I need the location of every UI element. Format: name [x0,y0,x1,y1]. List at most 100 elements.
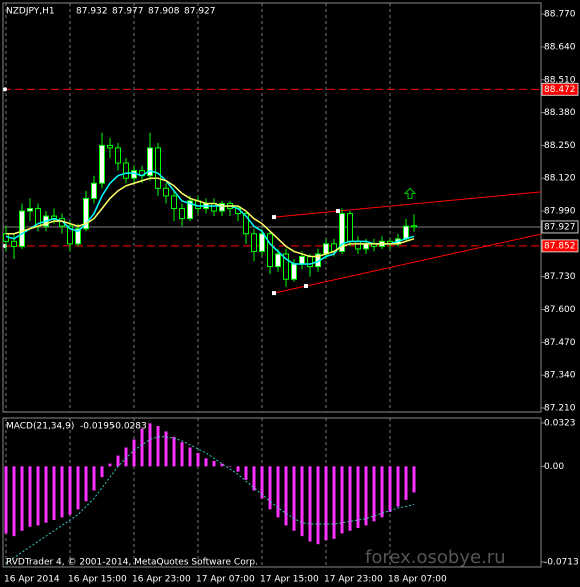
trendline-anchor [272,215,276,220]
candle-body [67,225,73,245]
macd-bar [388,466,392,512]
candle-body [19,210,25,247]
trendline [273,191,542,218]
macd-bar [372,466,376,522]
macd-bar [116,455,120,467]
main-frame [2,2,542,413]
y-tick-label: 87.990 [544,207,576,217]
macd-bar [44,466,48,523]
x-tick-label: 16 Apr 23:00 [132,575,191,585]
x-tick-label: 17 Apr 15:00 [260,575,319,585]
x-tick-label: 18 Apr 07:00 [388,575,447,585]
y-tick-label: 87.730 [544,272,576,282]
x-tick-label: 16 Apr 15:00 [68,575,127,585]
macd-bar [148,423,152,467]
candle-body [411,225,417,228]
macd-bar [36,466,40,526]
macd-bar [12,466,16,537]
candle-body [163,187,169,197]
macd-label: MACD(21,34,9) [6,422,74,432]
y-tick-label: 87.210 [544,403,576,413]
macd-value: -0.0195 [80,422,115,432]
macd-bar [324,466,328,541]
candle-body [347,213,353,242]
candle-body [307,255,313,268]
price-tag [541,220,579,234]
macd-bar [380,466,384,518]
macd-bar [172,436,176,467]
macd-bar [412,466,416,493]
macd-bar [300,466,304,537]
candle-body [299,255,305,265]
plot: 88.770 88.640 88.510 88.380 88.250 88.120 87.9… [3,3,579,585]
macd-bar [164,431,168,467]
macd-bar [212,460,216,467]
macd-bar [252,466,256,491]
y-tick-label: 87.470 [544,338,576,348]
y-tick-label: -0.0713 [544,558,579,568]
price-tag-label: 87.852 [544,241,576,251]
macd-bar [236,466,240,472]
macd-bar [132,439,136,467]
macd-bar [76,466,80,510]
candle-body [355,240,361,250]
macd-bar [308,466,312,542]
candle-body [75,228,81,245]
macd-bar [356,466,360,529]
signal-line [5,436,415,564]
macd-bar [20,466,24,531]
candle-body [107,144,113,149]
trendline-anchor [304,284,308,289]
footer: RVDTrader 4, © 2001-2014, MetaQuotes Sof… [6,558,258,568]
candle-body [171,195,177,210]
candle-body [267,233,273,268]
y-tick-label: 87.340 [544,371,576,381]
macd-bar [292,466,296,531]
symbol: NZDJPY,H1 [6,7,55,17]
macd-bar [4,466,8,534]
candle-body [251,233,257,252]
open: 87.932 [76,7,108,17]
high: 87.977 [112,7,144,17]
y-tick-label: 88.510 [544,75,576,85]
candle-body [83,197,89,230]
ma-line [6,177,415,258]
macd-bar [196,452,200,467]
watermark: forex.osobye.ru [365,547,506,568]
macd-bar [92,466,96,491]
macd-bar [108,463,112,467]
arrow [403,187,417,199]
y-tick-label: 88.250 [544,141,576,151]
signal-value: -0.0283 [112,422,147,432]
candle-body [323,243,329,255]
candle-body [219,202,225,212]
x-tick-label: 17 Apr 07:00 [196,575,255,585]
candle-body [243,213,249,235]
macd-bar [364,466,368,526]
price-tag-label: 88.472 [544,85,576,95]
y-tick-label: 0.00 [544,462,564,472]
macd-bar [260,466,264,499]
candle-body [259,233,265,252]
y-tick-label: 88.120 [544,174,576,184]
macd-bar [124,447,128,467]
price-tag [541,239,579,253]
candle-body [275,253,281,268]
candle-body [179,208,185,220]
macd-frame [2,417,542,568]
y-tick-label: 88.380 [544,108,576,118]
macd-bar [60,466,64,518]
candle-body [115,147,121,164]
macd-bar [220,463,224,467]
macd-bar [228,466,232,467]
candle-body [155,147,161,189]
macd-bar [348,466,352,531]
candle-body [187,200,193,220]
candle-body [27,208,33,212]
y-tick-label: 88.640 [544,42,576,52]
macd-bar [52,466,56,521]
macd-bar [156,426,160,467]
macd-bar [188,447,192,467]
macd-bar [316,466,320,545]
candle-body [91,182,97,199]
